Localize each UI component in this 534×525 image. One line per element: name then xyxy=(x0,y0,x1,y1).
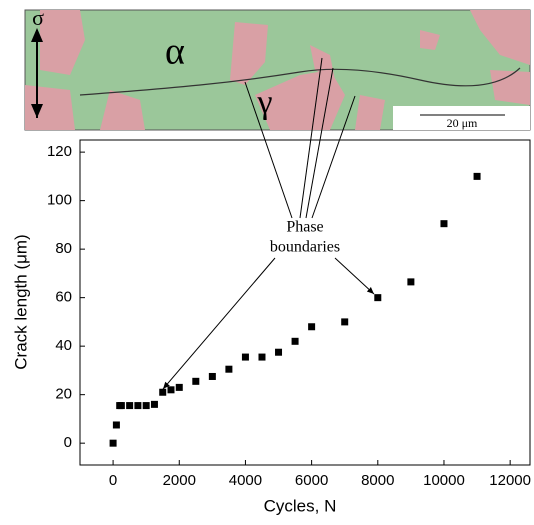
plot-frame xyxy=(79,139,531,466)
annotation-lines xyxy=(162,57,375,390)
x-axis-label: Cycles, N xyxy=(264,496,337,515)
x-tick-label: 0 xyxy=(109,472,117,489)
gamma-label: γ xyxy=(256,84,272,121)
x-tick-label: 6000 xyxy=(295,472,328,489)
x-tick-label: 10000 xyxy=(423,472,465,489)
data-point xyxy=(473,172,481,180)
data-point xyxy=(126,402,134,410)
data-point xyxy=(159,388,167,396)
y-axis-label: Crack length (μm) xyxy=(11,234,30,369)
data-point xyxy=(208,372,216,380)
annotation: Phase xyxy=(286,219,323,236)
data-point xyxy=(291,337,299,345)
y-tick-label: 0 xyxy=(64,434,72,451)
data-point xyxy=(407,278,415,286)
data-point xyxy=(341,318,349,326)
data-point xyxy=(142,402,150,410)
x-tick-label: 4000 xyxy=(229,472,262,489)
x-tick-label: 8000 xyxy=(361,472,394,489)
y-tick-label: 100 xyxy=(47,192,72,209)
data-point xyxy=(109,439,117,447)
data-point xyxy=(192,377,200,385)
data-point xyxy=(134,402,142,410)
y-tick-label: 40 xyxy=(55,337,72,354)
x-tick-label: 2000 xyxy=(163,472,196,489)
micrograph xyxy=(24,9,531,131)
data-point xyxy=(440,220,448,228)
y-tick-label: 80 xyxy=(55,240,72,257)
data-point xyxy=(374,294,382,302)
data-point xyxy=(258,353,266,361)
y-tick-label: 60 xyxy=(55,289,72,306)
data-point xyxy=(225,365,233,373)
data-point xyxy=(112,421,120,429)
data-point xyxy=(150,400,158,408)
data-point xyxy=(241,353,249,361)
y-tick-label: 20 xyxy=(55,386,72,403)
data-point xyxy=(308,323,316,331)
scale-bar-label: 20 μm xyxy=(447,116,478,130)
y-tick-label: 120 xyxy=(47,143,72,160)
alpha-label: α xyxy=(165,31,185,73)
data-point xyxy=(275,348,283,356)
data-point xyxy=(167,386,175,394)
data-point xyxy=(175,383,183,391)
data-point xyxy=(116,402,124,410)
annotation: boundaries xyxy=(270,239,340,256)
stress-label: σ xyxy=(32,5,44,30)
x-tick-label: 12000 xyxy=(489,472,531,489)
